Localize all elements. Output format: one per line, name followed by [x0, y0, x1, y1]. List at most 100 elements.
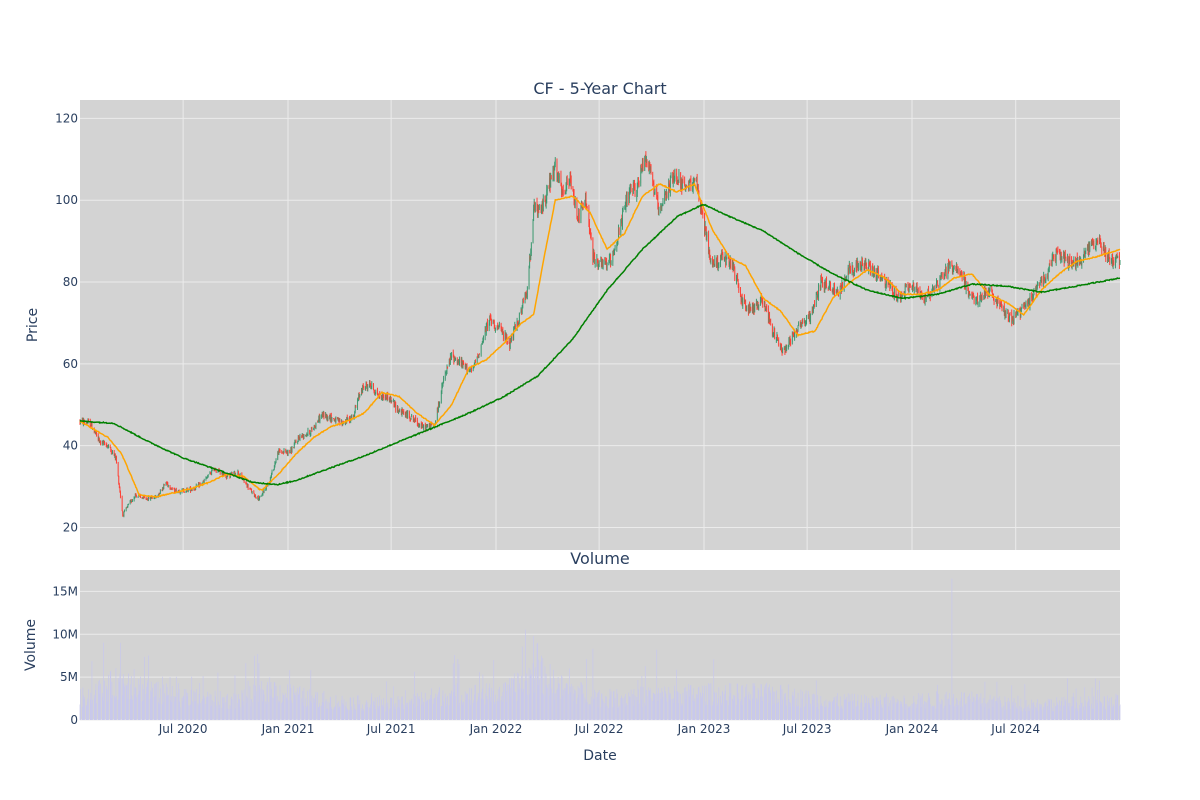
- volume-bar: [920, 698, 921, 720]
- candle: [620, 219, 622, 237]
- candle: [111, 450, 113, 455]
- volume-bar: [425, 702, 427, 720]
- candle: [817, 294, 819, 298]
- volume-bar: [969, 699, 971, 720]
- candle: [541, 204, 543, 215]
- candle: [702, 210, 704, 219]
- candle: [314, 426, 316, 429]
- candle: [749, 303, 751, 313]
- volume-y-tick-label: 15M: [52, 584, 78, 598]
- volume-bar: [809, 697, 810, 720]
- candle: [411, 413, 413, 418]
- volume-bar: [377, 696, 378, 720]
- candle: [401, 407, 403, 417]
- candle: [505, 332, 507, 340]
- candle: [278, 448, 280, 455]
- candle: [568, 178, 570, 189]
- candle: [912, 284, 914, 293]
- volume-bar: [389, 709, 390, 720]
- candle: [357, 397, 359, 402]
- volume-bar: [601, 693, 602, 720]
- candle: [810, 313, 812, 325]
- volume-bar: [553, 677, 555, 720]
- candle: [975, 296, 977, 306]
- candle: [592, 248, 594, 263]
- volume-bar: [237, 703, 239, 720]
- volume-bar: [1063, 705, 1064, 720]
- volume-bar: [570, 683, 572, 720]
- volume-bar: [704, 685, 705, 720]
- candle: [843, 279, 845, 292]
- candle: [848, 267, 850, 275]
- volume-bar: [283, 695, 284, 720]
- volume-bar: [863, 707, 865, 720]
- candle: [115, 455, 117, 464]
- candle: [258, 497, 260, 502]
- candle: [482, 337, 484, 344]
- volume-bar: [496, 701, 498, 720]
- candle: [249, 487, 251, 490]
- candle: [951, 264, 953, 275]
- volume-bar: [636, 700, 638, 720]
- volume-bar: [919, 694, 921, 720]
- candle: [477, 353, 479, 358]
- volume-bar: [577, 697, 578, 720]
- volume-bar: [1041, 709, 1043, 720]
- volume-bar: [640, 686, 642, 720]
- candle: [329, 414, 331, 420]
- candle: [725, 255, 727, 268]
- candle: [1027, 299, 1029, 307]
- volume-bar: [590, 704, 591, 720]
- candle: [781, 349, 783, 356]
- volume-bar: [91, 661, 93, 720]
- volume-bar: [637, 680, 639, 720]
- candle: [482, 335, 484, 343]
- candle: [457, 359, 459, 364]
- volume-bar: [738, 698, 740, 720]
- candle: [909, 282, 911, 288]
- volume-bar: [836, 702, 838, 720]
- candle: [716, 257, 718, 269]
- volume-bar: [778, 702, 780, 720]
- volume-bar: [556, 690, 558, 720]
- volume-bar: [145, 693, 147, 720]
- volume-bar: [294, 694, 296, 720]
- volume-bar: [214, 690, 216, 720]
- volume-bar: [402, 696, 403, 720]
- volume-bar: [287, 700, 289, 720]
- volume-bar: [721, 702, 723, 720]
- candle: [251, 488, 253, 493]
- volume-bar: [693, 688, 695, 720]
- volume-bar: [110, 697, 112, 720]
- volume-bar: [887, 697, 889, 720]
- volume-bar: [371, 693, 373, 720]
- volume-bar: [705, 685, 707, 720]
- candle: [720, 253, 722, 260]
- volume-bar: [681, 704, 683, 720]
- volume-bar: [99, 679, 100, 720]
- volume-bar: [736, 683, 738, 720]
- candle: [816, 290, 818, 300]
- volume-bar: [126, 685, 128, 720]
- candle: [1111, 254, 1113, 266]
- candle: [863, 263, 865, 272]
- volume-bar: [318, 707, 320, 720]
- candle: [760, 295, 762, 303]
- candle: [803, 317, 805, 324]
- volume-bar: [681, 703, 683, 720]
- volume-bar: [122, 695, 124, 720]
- candle: [657, 191, 659, 210]
- candle: [816, 291, 818, 296]
- volume-bar: [670, 693, 671, 720]
- candle: [959, 268, 961, 277]
- volume-bar: [246, 695, 247, 720]
- candle: [273, 465, 275, 470]
- candle: [1075, 256, 1077, 270]
- candle: [405, 412, 407, 419]
- candle: [521, 308, 523, 316]
- volume-bar: [498, 701, 500, 720]
- candle: [307, 427, 309, 437]
- volume-bar: [915, 704, 917, 720]
- candle: [253, 493, 255, 497]
- candle: [625, 194, 627, 213]
